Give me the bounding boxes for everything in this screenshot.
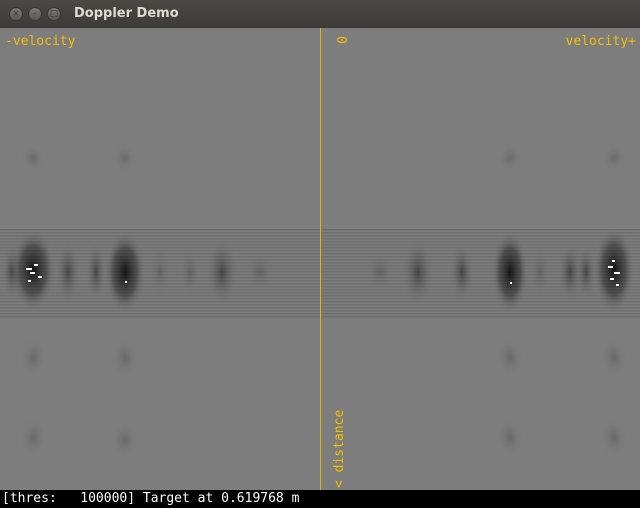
detection-pixel: [614, 272, 620, 274]
negative-velocity-label: -velocity: [5, 34, 76, 49]
detection-pixel: [125, 281, 127, 283]
detection-pixel: [610, 278, 614, 280]
distance-axis-label: < distance: [332, 409, 347, 488]
window-title: Doppler Demo: [74, 6, 179, 21]
faint-echo: [19, 418, 47, 458]
positive-velocity-label: velocity+: [565, 34, 636, 49]
close-icon: ×: [12, 8, 20, 19]
maximize-icon: □: [49, 8, 59, 19]
status-bar: [thres: 100000] Target at 0.619768 m: [0, 490, 640, 508]
detection-pixel: [30, 272, 35, 274]
faint-echo: [21, 144, 45, 172]
faint-echo: [496, 418, 524, 458]
detection-pixel: [34, 264, 38, 266]
faint-echo: [600, 338, 628, 378]
detection-pixel: [28, 280, 31, 282]
minimize-button[interactable]: –: [28, 7, 42, 21]
title-bar: × – □ Doppler Demo: [0, 0, 640, 29]
zero-velocity-label: 0: [333, 36, 348, 44]
faint-echo: [496, 338, 524, 378]
detection-pixel: [38, 276, 42, 278]
spectrogram-display: [0, 28, 640, 490]
detection-pixel: [616, 284, 619, 286]
detection-pixel: [26, 268, 32, 270]
close-button[interactable]: ×: [9, 7, 23, 21]
maximize-button[interactable]: □: [47, 7, 61, 21]
faint-echo: [111, 338, 139, 378]
faint-echo: [113, 144, 137, 172]
faint-echo: [602, 144, 626, 172]
faint-echo: [19, 338, 47, 378]
faint-echo: [111, 420, 139, 460]
detection-pixel: [510, 282, 512, 284]
doppler-plot: -velocity velocity+ 0 < distance: [0, 28, 640, 490]
minimize-icon: –: [32, 8, 38, 19]
faint-echo: [600, 418, 628, 458]
faint-band: [19, 144, 628, 460]
detection-pixel: [612, 260, 615, 262]
detection-pixel: [608, 266, 613, 268]
faint-echo: [498, 144, 522, 172]
detection-marks: [26, 260, 620, 286]
